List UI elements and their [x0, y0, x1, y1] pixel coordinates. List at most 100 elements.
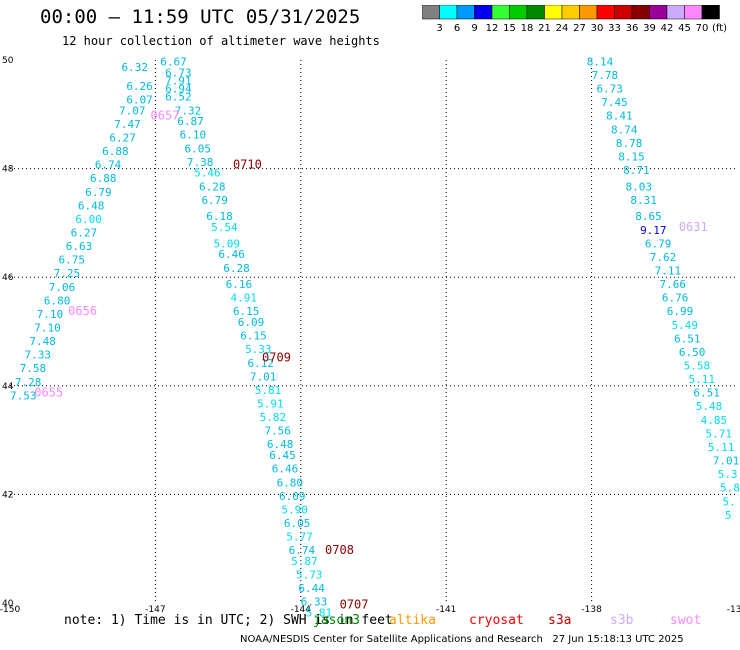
swh-data-label: 5.73 — [296, 569, 323, 582]
swh-data-label: 7.45 — [601, 96, 628, 109]
colorbar-legend: 3 6 9 12 15 18 21 24 27 30 33 36 39 42 45 70 (ft) — [422, 5, 727, 34]
swh-data-label: 6.94 — [165, 83, 192, 96]
swh-data-label: 6.16 — [226, 278, 253, 291]
swh-data-label: 6.10 — [180, 129, 207, 142]
swh-data-label: 8.65 — [635, 210, 662, 223]
pass-time-label: 0707 — [340, 597, 369, 611]
pass-time-label: 0710 — [233, 158, 262, 172]
y-tick-label: 50 — [2, 56, 14, 66]
swh-data-label: 6.28 — [199, 180, 226, 193]
pass-time-label: 0655 — [34, 386, 63, 400]
mission-label-jason3: jason3 — [313, 613, 360, 628]
pass-time-label: 0631 — [679, 220, 708, 234]
swh-data-label: 6.73 — [165, 66, 192, 79]
swh-data-label: 5.71 — [705, 427, 732, 440]
swh-data-label: 5.82 — [260, 411, 287, 424]
swh-data-label: 6.15 — [240, 330, 267, 343]
swh-data-label: 7.78 — [592, 69, 619, 82]
swh-data-label: 8.78 — [616, 137, 643, 150]
colorbar-swatch — [701, 5, 720, 20]
mission-label-swot: swot — [670, 613, 702, 628]
x-tick-label: -138 — [581, 605, 602, 615]
swh-data-label: 6.50 — [679, 346, 706, 359]
swh-data-label: 6.79 — [85, 186, 112, 199]
colorbar-tick-label: 3 — [436, 23, 442, 34]
swh-data-label: 5.87 — [291, 555, 318, 568]
colorbar-tick-label: 42 — [661, 23, 674, 34]
swh-data-label: 5.54 — [211, 221, 238, 234]
swh-data-label: 8.71 — [623, 164, 650, 177]
swh-data-label: 7.10 — [37, 308, 64, 321]
colorbar-tick-label: 36 — [626, 23, 639, 34]
chart-title: 00:00 – 11:59 UTC 05/31/2025 — [40, 6, 361, 28]
swh-data-label: 6.48 — [267, 438, 294, 451]
pass-time-label: 0656 — [68, 304, 97, 318]
swh-data-label: 6.80 — [44, 294, 71, 307]
y-tick-label: 40 — [2, 599, 14, 609]
y-tick-label: 46 — [2, 273, 14, 283]
swh-data-label: 6.99 — [667, 305, 694, 318]
swh-data-label: 7.25 — [54, 267, 80, 280]
swh-data-label: 6.63 — [66, 240, 93, 253]
swh-data-label: 6.07 — [126, 93, 153, 106]
swh-data-label: 5.33 — [245, 343, 272, 356]
swh-data-label: 7.32 — [175, 104, 202, 117]
swh-data-label: 7.91 — [165, 74, 192, 87]
pass-time-label: 0657 — [151, 109, 180, 123]
swh-data-label: 6.09 — [279, 490, 306, 503]
footer-credit: NOAA/NESDIS Center for Satellite Applica… — [240, 634, 684, 645]
swh-data-label: 5.3 — [718, 468, 738, 481]
swh-data-label: 5.48 — [696, 400, 723, 413]
swh-data-label: 7.28 — [15, 376, 41, 389]
swh-data-label: 6.45 — [269, 449, 296, 462]
colorbar-tick-label: 30 — [591, 23, 604, 34]
swh-data-label: 6.74 — [289, 544, 316, 557]
swh-data-label: 6.88 — [90, 172, 117, 185]
swh-data-label: 7.11 — [655, 264, 682, 277]
colorbar-tick-label: 39 — [643, 23, 656, 34]
swh-data-label: 5.8 — [720, 482, 740, 495]
swh-data-label: 5.81 — [255, 384, 281, 397]
pass-time-label: 0709 — [262, 350, 291, 364]
note-text: note: 1) Time is in UTC; 2) SWH is in fe… — [64, 613, 393, 628]
swh-data-label: 6.26 — [126, 80, 153, 93]
swh-data-label: 6.74 — [95, 159, 122, 172]
swh-data-label: 7.07 — [119, 104, 146, 117]
colorbar-tick-label: 70 — [696, 23, 709, 34]
swh-data-label: 6.27 — [109, 131, 135, 144]
swh-data-label: 5.81 — [306, 607, 333, 620]
swh-data-label: 7.62 — [650, 251, 677, 264]
mission-label-cryosat: cryosat — [469, 613, 524, 628]
pass-time-label: 0708 — [325, 543, 354, 557]
swh-data-label: 5. — [722, 495, 735, 508]
x-tick-label: -144 — [291, 605, 312, 615]
swh-data-label: 7.48 — [29, 335, 55, 348]
swh-data-label: 7.56 — [264, 425, 291, 438]
swh-data-label: 5.11 — [689, 373, 716, 386]
swh-data-label: 6.73 — [596, 83, 623, 96]
swh-data-label: 7.47 — [114, 118, 141, 131]
colorbar-unit: (ft) — [712, 23, 727, 34]
colorbar-tick-label: 15 — [503, 23, 516, 34]
swh-data-label: 6.46 — [218, 248, 245, 261]
y-tick-label: 44 — [2, 382, 14, 392]
swh-data-label: 6.12 — [247, 357, 274, 370]
swh-data-label: 6.52 — [165, 91, 192, 104]
swh-data-label: 7.01 — [713, 455, 740, 468]
swh-data-label: 4.85 — [701, 414, 728, 427]
x-tick-label: -150 — [0, 605, 20, 615]
swh-data-label: 6.33 — [301, 596, 328, 609]
swh-data-label: 6.80 — [277, 476, 304, 489]
swh-data-label: 5.09 — [214, 237, 241, 250]
chart-subtitle: 12 hour collection of altimeter wave hei… — [62, 34, 380, 48]
swh-data-label: 9.17 — [640, 224, 667, 237]
swh-data-label: 6.51 — [693, 387, 720, 400]
swh-data-label: 6.27 — [71, 226, 98, 239]
swh-data-label: 6.28 — [223, 262, 250, 275]
swh-data-label: 6.67 — [160, 55, 187, 68]
mission-label-s3a: s3a — [548, 613, 572, 628]
swh-data-label: 8.15 — [618, 150, 645, 163]
swh-data-label: 6.51 — [674, 332, 701, 345]
swh-data-label: 6.46 — [272, 463, 299, 476]
